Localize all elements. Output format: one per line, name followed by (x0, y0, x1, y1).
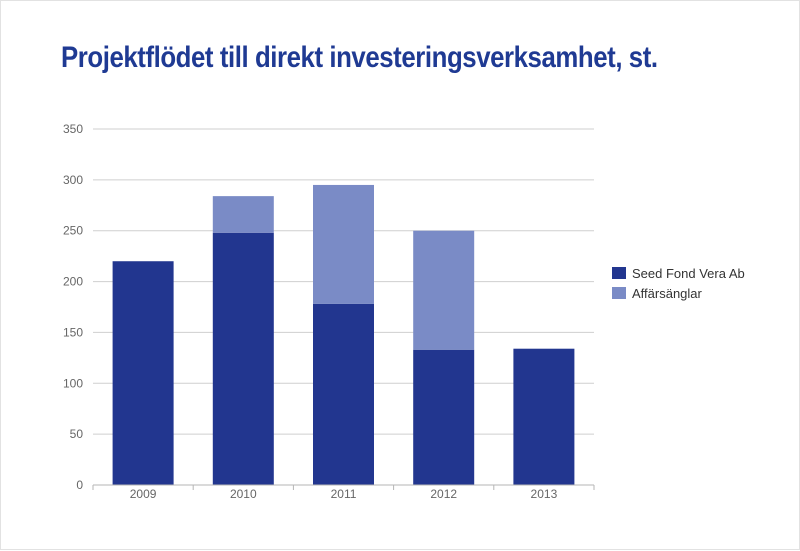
y-tick-label: 150 (63, 325, 83, 339)
legend-swatch (612, 287, 626, 299)
y-tick-label: 100 (63, 376, 83, 390)
legend: Seed Fond Vera Ab Affärsänglar (612, 266, 745, 301)
legend-swatch (612, 267, 626, 279)
y-tick-label: 300 (63, 173, 83, 187)
bars (112, 184, 575, 485)
bar-seed-fond-2010 (212, 232, 274, 485)
x-tick-label: 2012 (430, 487, 457, 501)
x-tick-label: 2013 (531, 487, 558, 501)
bar-seed-fond-2009 (112, 261, 174, 485)
bar-seed-fond-2013 (513, 348, 575, 485)
chart-title: Projektflödet till direkt investeringsve… (61, 41, 658, 74)
bar-affarsanglar-2011 (313, 184, 374, 304)
x-tick-label: 2009 (130, 487, 157, 501)
legend-label: Seed Fond Vera Ab (632, 266, 745, 281)
bar-seed-fond-2012 (413, 349, 475, 485)
y-tick-label: 250 (63, 224, 83, 238)
y-tick-label: 350 (63, 122, 83, 136)
x-tick-label: 2010 (230, 487, 257, 501)
y-tick-label: 200 (63, 275, 83, 289)
bar-seed-fond-2011 (313, 303, 374, 485)
y-tick-label: 50 (70, 427, 84, 441)
legend-label: Affärsänglar (632, 286, 703, 301)
x-axis: 2009 2010 2011 2012 2013 (92, 484, 595, 501)
y-tick-label: 0 (76, 478, 83, 492)
x-tick-label: 2011 (331, 487, 357, 501)
bar-affarsanglar-2010 (212, 196, 274, 233)
bar-affarsanglar-2012 (413, 230, 475, 350)
y-axis-ticks: 0 50 100 150 200 250 300 350 (63, 122, 83, 492)
